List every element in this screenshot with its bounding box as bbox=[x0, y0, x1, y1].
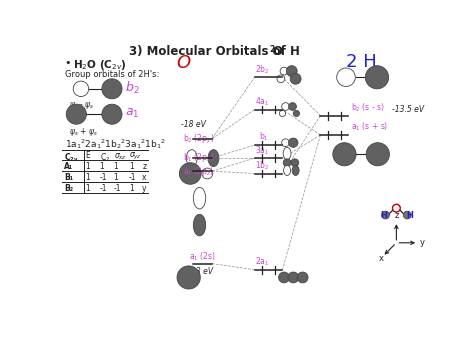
Circle shape bbox=[102, 79, 122, 99]
Circle shape bbox=[66, 104, 86, 124]
Circle shape bbox=[286, 66, 297, 76]
Circle shape bbox=[73, 81, 89, 97]
Text: b$_2$ (2p$_y$): b$_2$ (2p$_y$) bbox=[183, 132, 215, 146]
Ellipse shape bbox=[193, 214, 206, 236]
Text: a$_1$ (s + s): a$_1$ (s + s) bbox=[351, 121, 389, 133]
Circle shape bbox=[290, 73, 301, 84]
Circle shape bbox=[202, 168, 213, 179]
Circle shape bbox=[279, 110, 285, 116]
Ellipse shape bbox=[186, 149, 197, 166]
Text: -38.3 eV: -38.3 eV bbox=[181, 267, 213, 277]
Text: 1: 1 bbox=[100, 162, 104, 171]
Text: $\sigma_{xz}$: $\sigma_{xz}$ bbox=[113, 151, 127, 162]
Text: 1: 1 bbox=[129, 162, 134, 171]
Text: -1: -1 bbox=[100, 173, 107, 182]
Text: 1: 1 bbox=[86, 162, 91, 171]
Circle shape bbox=[289, 138, 298, 147]
Ellipse shape bbox=[283, 147, 291, 160]
Text: 2b$_2$: 2b$_2$ bbox=[255, 63, 270, 76]
Text: 3a$_1$: 3a$_1$ bbox=[255, 144, 270, 157]
Text: $\psi_s$ + $\psi_s$: $\psi_s$ + $\psi_s$ bbox=[69, 126, 98, 138]
Text: E: E bbox=[86, 151, 91, 160]
Text: b$_2$ (s - s): b$_2$ (s - s) bbox=[351, 102, 385, 114]
Text: 4a$_1$: 4a$_1$ bbox=[255, 95, 270, 108]
Circle shape bbox=[283, 159, 291, 166]
Text: x: x bbox=[378, 254, 383, 263]
Text: 1: 1 bbox=[113, 162, 118, 171]
Text: 2: 2 bbox=[269, 45, 274, 54]
Text: B₂: B₂ bbox=[64, 184, 73, 192]
Text: O: O bbox=[273, 45, 283, 58]
Circle shape bbox=[282, 103, 290, 110]
Circle shape bbox=[403, 211, 411, 219]
Text: 1a$_1$$^2$2a$_1$$^2$1b$_2$$^2$3a$_1$$^2$1b$_1$$^2$: 1a$_1$$^2$2a$_1$$^2$1b$_2$$^2$3a$_1$$^2$… bbox=[64, 137, 166, 151]
Text: H: H bbox=[380, 211, 387, 220]
Text: a$_1$ (2s): a$_1$ (2s) bbox=[190, 250, 217, 263]
Circle shape bbox=[102, 104, 122, 124]
Text: 1: 1 bbox=[129, 184, 134, 192]
Text: 1b$_2$: 1b$_2$ bbox=[255, 159, 270, 172]
Circle shape bbox=[277, 75, 285, 83]
Text: H: H bbox=[406, 211, 413, 220]
Text: -1: -1 bbox=[113, 184, 121, 192]
Ellipse shape bbox=[283, 165, 291, 175]
Text: -1: -1 bbox=[100, 184, 107, 192]
Circle shape bbox=[366, 143, 390, 166]
Circle shape bbox=[297, 272, 308, 283]
Text: -13.5 eV: -13.5 eV bbox=[392, 105, 425, 114]
Circle shape bbox=[337, 68, 356, 87]
Circle shape bbox=[291, 159, 299, 166]
Circle shape bbox=[177, 266, 201, 289]
Ellipse shape bbox=[208, 149, 219, 166]
Text: b$_1$ (2p$_x$): b$_1$ (2p$_x$) bbox=[183, 152, 215, 164]
Text: y: y bbox=[419, 238, 425, 247]
Text: a$_1$: a$_1$ bbox=[125, 107, 140, 120]
Text: b$_1$: b$_1$ bbox=[259, 131, 269, 143]
Text: 2a$_1$: 2a$_1$ bbox=[255, 256, 270, 268]
Text: x: x bbox=[142, 173, 146, 182]
Text: z: z bbox=[142, 162, 146, 171]
Text: 2 H: 2 H bbox=[346, 53, 377, 71]
Text: y: y bbox=[142, 184, 146, 192]
Circle shape bbox=[293, 110, 300, 116]
Circle shape bbox=[279, 272, 290, 283]
Text: 1: 1 bbox=[86, 173, 91, 182]
Circle shape bbox=[333, 143, 356, 166]
Text: A₁: A₁ bbox=[64, 162, 73, 171]
Text: B₁: B₁ bbox=[64, 173, 73, 182]
Text: b$_2$: b$_2$ bbox=[125, 80, 140, 96]
Text: 1: 1 bbox=[113, 173, 118, 182]
Circle shape bbox=[179, 163, 201, 184]
Circle shape bbox=[280, 67, 288, 75]
Circle shape bbox=[289, 103, 296, 110]
Ellipse shape bbox=[292, 165, 299, 175]
Text: O: O bbox=[176, 54, 191, 72]
Text: $\sigma_{yz}$: $\sigma_{yz}$ bbox=[129, 151, 142, 162]
Text: H$_2$O (C$_{2v}$): H$_2$O (C$_{2v}$) bbox=[73, 58, 127, 72]
Circle shape bbox=[365, 66, 389, 89]
Text: Group orbitals of 2H's:: Group orbitals of 2H's: bbox=[64, 70, 159, 79]
Text: 1: 1 bbox=[86, 184, 91, 192]
Text: C$_2$: C$_2$ bbox=[100, 151, 110, 164]
Circle shape bbox=[288, 272, 299, 283]
Text: -18 eV: -18 eV bbox=[181, 120, 206, 129]
Text: 3) Molecular Orbitals of H: 3) Molecular Orbitals of H bbox=[129, 45, 300, 58]
Text: -1: -1 bbox=[129, 173, 137, 182]
Text: $\psi_s$ - $\psi_s$: $\psi_s$ - $\psi_s$ bbox=[69, 100, 95, 111]
Text: •: • bbox=[64, 58, 71, 68]
Ellipse shape bbox=[193, 187, 206, 209]
Circle shape bbox=[392, 204, 400, 212]
Circle shape bbox=[382, 211, 390, 219]
Text: z: z bbox=[395, 211, 399, 220]
Circle shape bbox=[282, 139, 290, 147]
Circle shape bbox=[392, 204, 400, 212]
Text: a$_1$ (2p$_z$): a$_1$ (2p$_z$) bbox=[183, 164, 214, 178]
Text: $\bf{C_{2v}}$: $\bf{C_{2v}}$ bbox=[64, 151, 79, 164]
